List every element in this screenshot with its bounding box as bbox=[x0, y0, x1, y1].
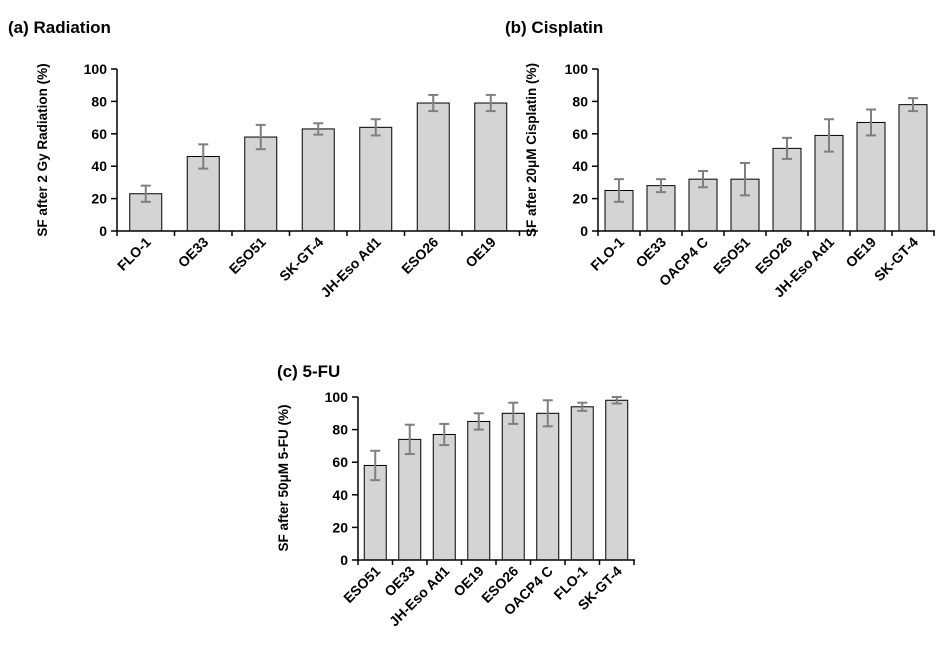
y-tick-label: 80 bbox=[91, 93, 107, 109]
bar bbox=[570, 406, 594, 561]
error-bar bbox=[404, 423, 415, 456]
y-tick-label: 60 bbox=[332, 454, 348, 470]
y-tick-label: 20 bbox=[572, 191, 588, 207]
y-tick-label: 0 bbox=[340, 552, 348, 568]
bar bbox=[244, 136, 278, 232]
error-bar bbox=[428, 93, 439, 113]
bar bbox=[856, 121, 886, 232]
error-bar bbox=[740, 161, 750, 197]
error-bar bbox=[439, 422, 450, 447]
x-tick-label: JH-Eso Ad1 bbox=[317, 234, 384, 301]
bar bbox=[432, 433, 456, 561]
panel-title: (c) 5-FU bbox=[277, 362, 340, 381]
y-tick-label: 80 bbox=[332, 422, 348, 438]
y-tick-label: 0 bbox=[580, 223, 588, 239]
bar bbox=[467, 420, 491, 561]
error-bar bbox=[656, 178, 666, 194]
y-tick-label: 40 bbox=[332, 487, 348, 503]
error-bar bbox=[782, 136, 792, 160]
bar bbox=[416, 102, 450, 232]
error-bar bbox=[611, 396, 622, 405]
y-tick-label: 20 bbox=[91, 191, 107, 207]
error-bar bbox=[508, 401, 519, 425]
x-tick-label: ESO26 bbox=[398, 234, 441, 277]
y-tick-label: 100 bbox=[84, 61, 108, 77]
chart-panel-3: (c) 5-FU SF after 50μM 5-FU (%) 0 20 40 60 80 1… bbox=[276, 362, 635, 629]
error-bar bbox=[908, 97, 918, 113]
x-tick-label: FLO-1 bbox=[587, 234, 627, 274]
y-tick-label: 40 bbox=[572, 158, 588, 174]
bar bbox=[536, 412, 560, 561]
y-tick-label: 40 bbox=[91, 158, 107, 174]
error-bar bbox=[313, 122, 324, 136]
bar bbox=[605, 399, 629, 561]
bar bbox=[501, 412, 525, 561]
bar bbox=[898, 104, 928, 232]
y-axis-label: SF after 50μM 5-FU (%) bbox=[276, 404, 291, 551]
bar bbox=[398, 438, 422, 561]
error-bar bbox=[140, 184, 151, 203]
x-tick-label: ESO51 bbox=[710, 234, 753, 277]
x-tick-label: FLO-1 bbox=[114, 234, 154, 274]
error-bar bbox=[698, 170, 708, 189]
error-bar bbox=[614, 178, 624, 203]
x-tick-label: SK-GT-4 bbox=[871, 234, 922, 285]
x-tick-label: OE33 bbox=[632, 234, 669, 271]
error-bar bbox=[370, 118, 381, 137]
error-bar bbox=[485, 93, 496, 113]
x-tick-label: OE33 bbox=[175, 234, 212, 271]
x-tick-label: SK-GT-4 bbox=[276, 234, 327, 285]
chart-panel-1: (a) Radiation SF after 2 Gy Radiation (%)… bbox=[8, 18, 538, 300]
y-tick-label: 100 bbox=[565, 61, 589, 77]
error-bar bbox=[542, 399, 553, 428]
error-bar bbox=[577, 401, 588, 412]
error-bar bbox=[473, 412, 484, 431]
panel-title: (a) Radiation bbox=[8, 18, 111, 37]
x-tick-label: ESO51 bbox=[340, 563, 383, 606]
y-tick-label: 100 bbox=[325, 389, 349, 405]
error-bar bbox=[370, 449, 381, 482]
y-tick-label: 0 bbox=[99, 223, 107, 239]
x-tick-label: ESO51 bbox=[226, 234, 269, 277]
y-tick-label: 20 bbox=[332, 519, 348, 535]
error-bar bbox=[866, 108, 876, 137]
y-axis-label: SF after 2 Gy Radiation (%) bbox=[35, 63, 50, 236]
bar bbox=[301, 128, 335, 232]
x-tick-label: OE19 bbox=[842, 234, 879, 271]
y-axis-label: SF after 20μM Cisplatin (%) bbox=[524, 63, 539, 237]
chart-panel-2: (b) Cisplatin SF after 20μM Cisplatin (%)… bbox=[505, 18, 935, 300]
y-tick-label: 80 bbox=[572, 93, 588, 109]
y-tick-label: 60 bbox=[91, 126, 107, 142]
error-bar bbox=[255, 123, 266, 151]
bar bbox=[474, 102, 508, 232]
error-bar bbox=[824, 118, 834, 153]
bar bbox=[359, 126, 393, 232]
x-tick-label: OE19 bbox=[462, 234, 499, 271]
y-tick-label: 60 bbox=[572, 126, 588, 142]
error-bar bbox=[198, 143, 209, 170]
bar bbox=[772, 147, 802, 232]
panel-title: (b) Cisplatin bbox=[505, 18, 603, 37]
